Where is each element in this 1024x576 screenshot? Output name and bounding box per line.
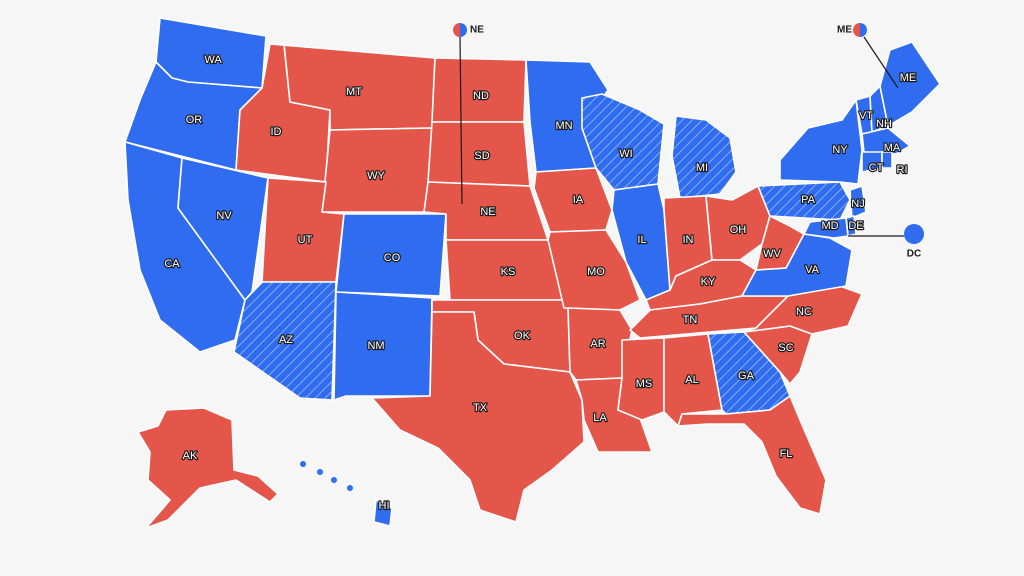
state-label-in: IN <box>683 234 694 246</box>
state-label-il: IL <box>637 234 646 246</box>
state-label-nc: NC <box>796 306 812 318</box>
state-label-ak: AK <box>183 450 198 462</box>
state-hi <box>373 499 393 527</box>
state-label-tn: TN <box>683 314 698 326</box>
state-label-ks: KS <box>501 266 516 278</box>
state-label-ms: MS <box>636 378 653 390</box>
state-label-pa: PA <box>801 194 816 206</box>
state-label-mn: MN <box>555 120 572 132</box>
state-label-ca: CA <box>164 258 180 270</box>
callout-marker-me-blue-half <box>860 23 867 37</box>
state-md <box>803 217 849 239</box>
state-label-nv: NV <box>216 210 232 222</box>
state-label-ok: OK <box>514 330 531 342</box>
state-label-ut: UT <box>298 234 313 246</box>
state-wv <box>755 215 805 271</box>
state-label-mi: MI <box>696 162 708 174</box>
hi-island-1 <box>317 469 323 475</box>
state-label-wv: WV <box>763 248 781 260</box>
state-label-ne: NE <box>480 206 495 218</box>
state-mi <box>671 115 737 199</box>
callout-label-me: ME <box>837 25 852 36</box>
state-az <box>233 281 337 401</box>
state-label-nh: NH <box>876 118 892 130</box>
state-label-mt: MT <box>346 86 362 98</box>
state-label-me: ME <box>900 72 917 84</box>
state-ny <box>779 99 863 185</box>
state-nj <box>849 185 867 219</box>
state-label-co: CO <box>384 252 401 264</box>
callout-label-dc: DC <box>907 249 921 260</box>
state-label-nm: NM <box>367 340 384 352</box>
state-label-ma: MA <box>884 142 901 154</box>
state-ak <box>137 407 279 529</box>
state-nm <box>333 291 433 401</box>
state-label-id: ID <box>271 126 282 138</box>
callouts-layer: NE ME DC <box>453 23 924 260</box>
state-label-la: LA <box>593 412 607 424</box>
state-tx <box>371 311 585 523</box>
state-label-or: OR <box>186 114 203 126</box>
state-label-ct: CT <box>869 162 884 174</box>
callout-label-ne: NE <box>470 25 484 36</box>
state-label-va: VA <box>805 264 820 276</box>
state-mo <box>547 229 641 311</box>
callout-marker-dc <box>904 224 924 244</box>
state-label-ri: RI <box>897 164 908 176</box>
state-label-nj: NJ <box>851 198 864 210</box>
state-label-ny: NY <box>832 144 848 156</box>
state-label-wi: WI <box>619 148 632 160</box>
state-label-ga: GA <box>738 370 755 382</box>
hi-island-0 <box>300 461 306 467</box>
state-label-oh: OH <box>730 224 747 236</box>
callout-marker-me-red-half <box>853 23 860 37</box>
state-label-ar: AR <box>590 338 605 350</box>
state-label-nd: ND <box>473 90 489 102</box>
callout-line-me <box>863 36 899 89</box>
state-label-ia: IA <box>573 194 584 206</box>
state-me <box>879 41 941 127</box>
callout-marker-ne-blue-half <box>460 23 467 37</box>
hi-island-3 <box>347 485 353 491</box>
state-label-az: AZ <box>279 334 293 346</box>
state-label-tx: TX <box>473 402 488 414</box>
state-ri <box>881 151 893 169</box>
state-label-wa: WA <box>204 54 222 66</box>
state-pa <box>757 181 851 221</box>
labels-layer: WA OR CA NV ID MT WY UT AZ CO NM ND SD NE KS OK TX MN IA MO… <box>163 53 917 513</box>
state-ma <box>861 127 911 155</box>
states-layer <box>124 17 941 529</box>
state-fl <box>677 395 827 515</box>
state-label-mo: MO <box>587 266 605 278</box>
state-label-sd: SD <box>474 150 489 162</box>
state-label-de: DE <box>848 220 863 232</box>
state-label-vt: VT <box>859 110 873 122</box>
callout-line-ne <box>459 36 463 205</box>
state-label-al: AL <box>685 374 698 386</box>
hi-island-2 <box>331 477 337 483</box>
state-label-fl: FL <box>780 448 793 460</box>
state-label-ky: KY <box>701 276 716 288</box>
state-label-wy: WY <box>367 170 385 182</box>
callout-marker-ne-red-half <box>453 23 460 37</box>
state-label-hi: HI <box>379 500 390 512</box>
state-label-sc: SC <box>778 342 793 354</box>
state-co <box>335 213 447 297</box>
state-label-md: MD <box>821 220 838 232</box>
